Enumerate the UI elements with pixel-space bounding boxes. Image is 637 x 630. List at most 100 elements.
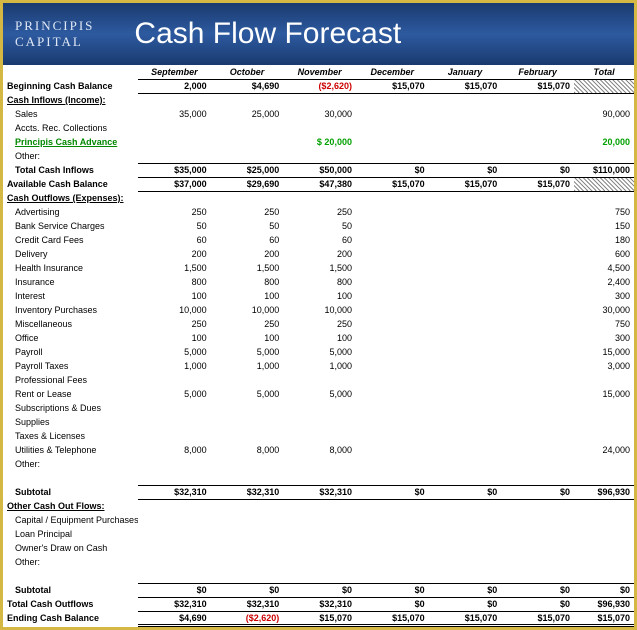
outflow-item (356, 275, 429, 289)
outflow-item (574, 401, 634, 415)
inflow-item (356, 121, 429, 135)
total-inflows: $50,000 (283, 163, 356, 177)
spacer (574, 471, 634, 485)
other-outflow-item (138, 513, 211, 527)
inflows-header (574, 93, 634, 107)
other-outflow-item (574, 541, 634, 555)
outflows-header (574, 191, 634, 205)
other-subtotal: $0 (429, 583, 502, 597)
inflow-item: 35,000 (138, 107, 211, 121)
outflow-item: Bank Service Charges (3, 219, 138, 233)
outflow-item (501, 373, 574, 387)
outflow-item (501, 359, 574, 373)
outflow-item (356, 247, 429, 261)
outflow-item: 750 (574, 317, 634, 331)
other-outflows-header (356, 499, 429, 513)
outflow-item (138, 457, 211, 471)
outflow-item: 60 (283, 233, 356, 247)
other-outflows-header (429, 499, 502, 513)
inflow-item (429, 135, 502, 149)
outflow-item: 250 (211, 205, 284, 219)
outflow-item (429, 289, 502, 303)
other-subtotal: $0 (283, 583, 356, 597)
inflow-item (138, 121, 211, 135)
outflow-item (356, 233, 429, 247)
outflow-item (574, 429, 634, 443)
outflow-item (138, 429, 211, 443)
outflow-item (356, 429, 429, 443)
available-balance: $15,070 (501, 177, 574, 191)
inflow-item: Principis Cash Advance (3, 135, 138, 149)
outflow-item: Inventory Purchases (3, 303, 138, 317)
spacer (211, 569, 284, 583)
inflow-item (501, 107, 574, 121)
inflows-header: Cash Inflows (Income): (3, 93, 138, 107)
inflow-item (501, 121, 574, 135)
outflow-item: 180 (574, 233, 634, 247)
outflow-item: 250 (138, 205, 211, 219)
inflow-item: 25,000 (211, 107, 284, 121)
other-outflow-item (429, 555, 502, 569)
total-outflows: $32,310 (211, 597, 284, 611)
outflow-item (356, 219, 429, 233)
total-inflows: $0 (501, 163, 574, 177)
outflow-item (429, 443, 502, 457)
outflow-item (501, 247, 574, 261)
outflow-item: 800 (211, 275, 284, 289)
spreadsheet-body: SeptemberOctoberNovemberDecemberJanuaryF… (3, 65, 634, 627)
outflow-item (501, 345, 574, 359)
outflow-item (501, 387, 574, 401)
inflows-header (138, 93, 211, 107)
spacer (429, 471, 502, 485)
outflow-item (501, 275, 574, 289)
outflow-item (429, 429, 502, 443)
outflow-item: 200 (138, 247, 211, 261)
beginning-balance: $15,070 (429, 79, 502, 93)
outflow-item (283, 401, 356, 415)
other-outflow-item (501, 541, 574, 555)
outflow-item: Subscriptions & Dues (3, 401, 138, 415)
outflow-item (138, 401, 211, 415)
outflow-item: 5,000 (138, 345, 211, 359)
inflow-item (429, 149, 502, 163)
expenses-subtotal: $0 (501, 485, 574, 499)
outflow-item (501, 317, 574, 331)
outflow-item: Professional Fees (3, 373, 138, 387)
inflow-item (283, 149, 356, 163)
inflow-item (501, 135, 574, 149)
outflow-item (356, 359, 429, 373)
outflow-item: 4,500 (574, 261, 634, 275)
other-outflow-item (356, 513, 429, 527)
ending-balance: $15,070 (574, 611, 634, 625)
ending-balance: Ending Cash Balance (3, 611, 138, 625)
outflows-header (429, 191, 502, 205)
month-header: September (138, 65, 211, 79)
outflow-item (356, 373, 429, 387)
outflow-item: Taxes & Licenses (3, 429, 138, 443)
outflow-item (501, 331, 574, 345)
outflow-item (429, 233, 502, 247)
spacer (283, 471, 356, 485)
beginning-balance: Beginning Cash Balance (3, 79, 138, 93)
outflow-item (356, 289, 429, 303)
outflow-item: 60 (211, 233, 284, 247)
total-inflows: $110,000 (574, 163, 634, 177)
outflow-item (429, 247, 502, 261)
outflow-item: 1,000 (283, 359, 356, 373)
outflow-item: 10,000 (283, 303, 356, 317)
forecast-table: SeptemberOctoberNovemberDecemberJanuaryF… (3, 65, 634, 627)
spacer (3, 471, 138, 485)
available-balance: $15,070 (356, 177, 429, 191)
outflow-item (356, 303, 429, 317)
spacer (283, 569, 356, 583)
inflow-item (211, 121, 284, 135)
outflow-item (356, 345, 429, 359)
month-header: January (429, 65, 502, 79)
outflow-item (211, 373, 284, 387)
total-inflows: $35,000 (138, 163, 211, 177)
outflow-item: Payroll Taxes (3, 359, 138, 373)
outflow-item: 200 (211, 247, 284, 261)
outflow-item (138, 373, 211, 387)
other-outflows-header (501, 499, 574, 513)
spacer (138, 569, 211, 583)
